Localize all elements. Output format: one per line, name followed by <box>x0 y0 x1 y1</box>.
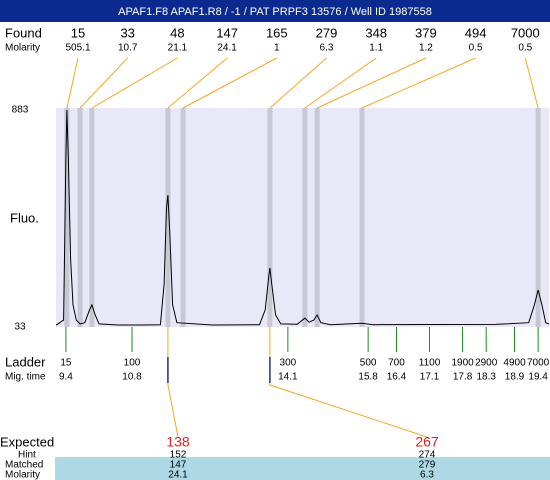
found-size: 33 <box>120 25 134 40</box>
peak-band <box>165 108 171 327</box>
match-connector <box>269 327 428 438</box>
peak-connector <box>79 57 129 109</box>
ladder-time: 10.8 <box>122 372 142 383</box>
matched-label: Matched <box>5 460 43 471</box>
ladder-time: 14.1 <box>278 372 298 383</box>
peak-connector <box>361 57 476 109</box>
y-tick-label: 883 <box>12 105 29 116</box>
peak-band <box>267 108 273 327</box>
ladder-size: 7000 <box>527 358 550 369</box>
ladder-time: 15.8 <box>358 372 378 383</box>
found-molarity: 6.3 <box>320 43 334 54</box>
matched-size: 147 <box>170 460 187 471</box>
ladder-time: 16.4 <box>387 372 407 383</box>
ladder-time: 18.3 <box>476 372 496 383</box>
found-size: 7000 <box>511 25 540 40</box>
header-bar <box>0 0 550 22</box>
y-axis-label: Fluo. <box>10 210 39 225</box>
found-label: Found <box>5 25 42 40</box>
ladder-size: 1100 <box>419 358 441 369</box>
found-molarity: 1 <box>274 43 280 54</box>
hint-size: 152 <box>170 450 187 461</box>
peak-connector <box>66 57 79 109</box>
found-molarity: 1.2 <box>419 43 433 54</box>
ladder-size: 700 <box>388 358 405 369</box>
ladder-time: 9.4 <box>59 372 73 383</box>
peak-band <box>302 108 308 327</box>
peak-band <box>314 108 320 327</box>
expected-size: 267 <box>415 434 439 450</box>
hint-label: Hint <box>18 450 36 461</box>
found-molarity: 505.1 <box>65 43 90 54</box>
peak-band <box>64 108 70 327</box>
found-size: 147 <box>216 25 238 40</box>
found-molarity: 21.1 <box>168 43 188 54</box>
expected-label: Expected <box>0 434 54 449</box>
exp-molarity-label: Molarity <box>5 470 40 480</box>
matched-band <box>55 457 550 480</box>
trace <box>55 109 550 326</box>
ladder-time: 17.8 <box>453 372 473 383</box>
peak-connector <box>269 57 327 109</box>
peak-connector <box>304 57 377 109</box>
peak-connector <box>524 57 539 109</box>
peak-band <box>180 108 186 327</box>
peak-connector <box>91 57 178 109</box>
matched-size: 279 <box>419 460 436 471</box>
ladder-label: Ladder <box>5 354 46 369</box>
ladder-size: 100 <box>124 358 141 369</box>
ladder-time: 17.1 <box>420 372 440 383</box>
found-molarity: 0.5 <box>469 43 483 54</box>
match-connector <box>167 327 179 438</box>
matched-molarity: 24.1 <box>168 470 188 480</box>
found-molarity: 10.7 <box>118 43 138 54</box>
ladder-size: 2900 <box>475 358 498 369</box>
ladder-time: 18.9 <box>505 372 525 383</box>
matched-molarity: 6.3 <box>420 470 434 480</box>
ladder-time: 19.4 <box>528 372 548 383</box>
molarity-label: Molarity <box>5 43 40 54</box>
found-size: 379 <box>415 25 437 40</box>
expected-size: 138 <box>166 434 190 450</box>
found-molarity: 24.1 <box>217 43 237 54</box>
found-size: 165 <box>266 25 288 40</box>
peak-connector <box>182 57 278 109</box>
y-tick-label: 33 <box>14 322 26 333</box>
peak-band <box>359 108 365 327</box>
peak-band <box>535 108 541 327</box>
mig-time-label: Mig. time <box>5 372 46 383</box>
ladder-size: 300 <box>280 358 297 369</box>
ladder-size: 15 <box>60 358 72 369</box>
ladder-size: 500 <box>360 358 377 369</box>
peak-band <box>89 108 95 327</box>
ladder-size: 4900 <box>503 358 526 369</box>
found-size: 15 <box>71 25 85 40</box>
peak-connector <box>316 57 427 109</box>
found-molarity: 0.5 <box>518 43 532 54</box>
ladder-size: 1900 <box>451 358 474 369</box>
found-size: 348 <box>365 25 387 40</box>
hint-size: 274 <box>419 450 436 461</box>
peak-connector <box>167 57 228 109</box>
found-molarity: 1.1 <box>369 43 383 54</box>
header-title: APAF1.F8 APAF1.R8 / -1 / PAT PRPF3 13576… <box>118 6 432 18</box>
found-size: 279 <box>316 25 338 40</box>
peak-band <box>77 108 83 327</box>
found-size: 494 <box>465 25 487 40</box>
found-size: 48 <box>170 25 184 40</box>
